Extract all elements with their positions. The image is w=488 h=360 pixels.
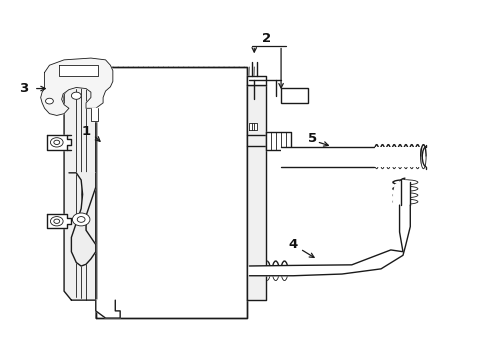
Circle shape <box>50 217 63 226</box>
Circle shape <box>71 92 81 99</box>
Polygon shape <box>91 108 98 121</box>
Polygon shape <box>266 132 290 149</box>
Text: 3: 3 <box>20 82 29 95</box>
Polygon shape <box>47 135 71 149</box>
Text: 5: 5 <box>307 132 317 145</box>
Polygon shape <box>96 67 246 318</box>
Polygon shape <box>47 214 71 228</box>
Polygon shape <box>249 123 256 130</box>
Polygon shape <box>96 300 120 318</box>
Polygon shape <box>59 65 98 76</box>
Circle shape <box>72 213 90 226</box>
Polygon shape <box>64 85 96 300</box>
Circle shape <box>50 138 63 147</box>
Polygon shape <box>246 76 266 85</box>
Bar <box>281 88 307 103</box>
Polygon shape <box>41 58 113 116</box>
Text: 4: 4 <box>288 238 297 251</box>
Polygon shape <box>249 180 409 276</box>
Circle shape <box>45 98 53 104</box>
Text: 1: 1 <box>81 125 90 138</box>
Polygon shape <box>246 85 266 300</box>
Polygon shape <box>69 173 96 266</box>
Bar <box>281 147 419 167</box>
Text: 2: 2 <box>262 32 270 45</box>
